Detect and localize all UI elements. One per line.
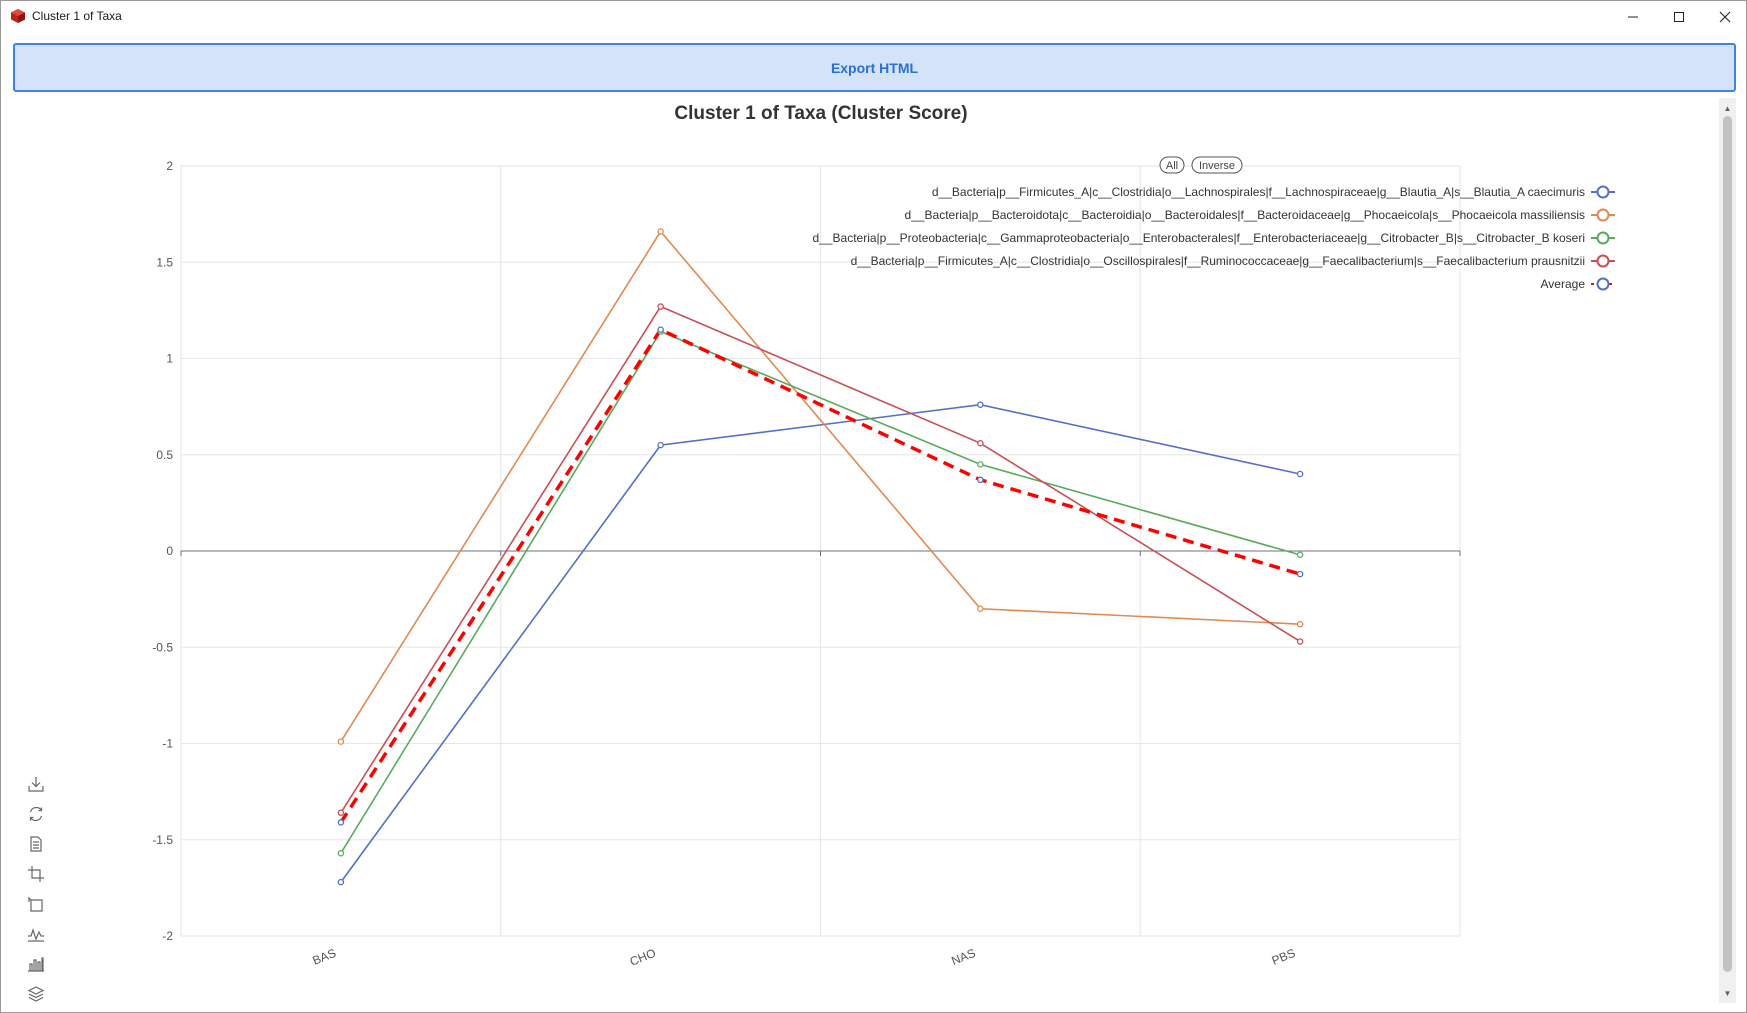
scroll-up-icon[interactable]: ▲ <box>1723 103 1732 113</box>
data-view-icon[interactable] <box>25 833 47 855</box>
data-point[interactable] <box>977 605 984 612</box>
y-tick-label: 1 <box>166 352 173 366</box>
maximize-icon <box>1674 11 1684 22</box>
legend-symbol-icon[interactable] <box>1596 277 1610 291</box>
legend-inverse-button[interactable] <box>1191 156 1243 174</box>
legend-label[interactable]: d__Bacteria|p__Firmicutes_A|c__Clostridi… <box>932 185 1585 199</box>
data-point[interactable] <box>1296 551 1304 559</box>
legend-label[interactable]: d__Bacteria|p__Bacteroidota|c__Bacteroid… <box>905 208 1585 222</box>
line-chart-icon[interactable] <box>25 923 47 945</box>
legend-symbol-icon[interactable] <box>1596 208 1610 222</box>
y-tick-label: 0.5 <box>156 448 173 462</box>
window-title: Cluster 1 of Taxa <box>32 9 122 23</box>
legend-all-button[interactable] <box>1159 156 1185 174</box>
data-point[interactable] <box>1296 638 1304 645</box>
maximize-button[interactable] <box>1656 1 1702 32</box>
data-point[interactable] <box>337 878 345 886</box>
bar-chart-icon[interactable] <box>25 953 47 975</box>
close-icon <box>1719 11 1731 22</box>
y-tick-label: 0 <box>166 544 173 558</box>
vertical-scrollbar[interactable]: ▲ ▼ <box>1719 98 1736 1003</box>
y-tick-label: 1.5 <box>156 255 173 269</box>
restore-icon[interactable] <box>25 803 47 825</box>
data-point[interactable] <box>977 439 984 447</box>
stack-icon[interactable] <box>25 983 47 1005</box>
data-point[interactable] <box>657 441 664 449</box>
series-line[interactable] <box>340 403 1301 883</box>
zoom-back-icon[interactable] <box>25 893 47 915</box>
data-point[interactable] <box>1296 470 1304 478</box>
data-point[interactable] <box>977 401 984 408</box>
y-tick-label: -2 <box>162 929 173 943</box>
series-line[interactable] <box>339 327 1301 824</box>
export-html-button[interactable]: Export HTML <box>13 43 1736 92</box>
data-point[interactable] <box>337 819 345 826</box>
y-tick-label: -0.5 <box>152 640 173 654</box>
minimize-icon <box>1628 16 1638 17</box>
line-chart: Cluster 1 of Taxa (Cluster Score) 2 1.5 1 0.… <box>152 103 1615 969</box>
chart-toolbox <box>25 773 49 1013</box>
app-cube-icon <box>11 9 25 23</box>
export-html-label: Export HTML <box>830 59 919 76</box>
title-bar: Cluster 1 of Taxa <box>1 1 1746 32</box>
data-point[interactable] <box>337 738 345 745</box>
minimize-button[interactable] <box>1610 1 1656 32</box>
scroll-down-icon[interactable]: ▼ <box>1723 988 1732 998</box>
y-tick-label: 2 <box>166 159 173 173</box>
data-point[interactable] <box>337 809 345 817</box>
data-point[interactable] <box>337 849 345 857</box>
x-tick-label: BAS <box>310 946 338 968</box>
legend-label[interactable]: d__Bacteria|p__Firmicutes_A|c__Clostridi… <box>851 254 1585 268</box>
series-line[interactable] <box>340 305 1301 814</box>
legend-inverse-button-label: Inverse <box>1199 160 1235 172</box>
legend-symbol-icon[interactable] <box>1596 254 1610 268</box>
x-tick-label: NAS <box>949 946 977 968</box>
legend-all-button-label: All <box>1166 160 1178 172</box>
data-point[interactable] <box>657 326 664 333</box>
data-point[interactable] <box>977 461 984 468</box>
x-tick-label: CHO <box>628 946 658 969</box>
close-button[interactable] <box>1702 1 1747 32</box>
download-icon[interactable] <box>25 773 47 795</box>
data-point[interactable] <box>1296 620 1304 628</box>
scroll-thumb[interactable] <box>1723 116 1732 972</box>
series-line[interactable] <box>340 230 1301 742</box>
legend-symbol-icon[interactable] <box>1596 185 1610 199</box>
data-point[interactable] <box>657 228 664 235</box>
y-tick-label: -1 <box>162 737 173 751</box>
data-point[interactable] <box>657 303 664 310</box>
legend-label[interactable]: d__Bacteria|p__Proteobacteria|c__Gammapr… <box>813 231 1586 245</box>
y-tick-label: -1.5 <box>152 833 173 847</box>
data-point[interactable] <box>1296 570 1304 578</box>
series-line[interactable] <box>340 330 1301 854</box>
x-tick-label: PBS <box>1270 946 1298 968</box>
zoom-select-icon[interactable] <box>25 863 47 885</box>
legend-symbol-icon[interactable] <box>1596 231 1610 245</box>
chart-title: Cluster 1 of Taxa (Cluster Score) <box>674 103 967 124</box>
legend-label[interactable]: Average <box>1541 277 1586 291</box>
data-point[interactable] <box>977 476 984 484</box>
